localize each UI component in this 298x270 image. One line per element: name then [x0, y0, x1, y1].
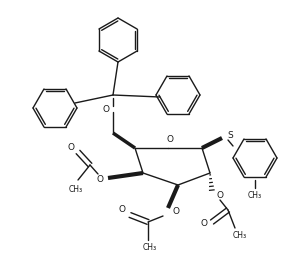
- Text: O: O: [217, 191, 224, 201]
- Text: S: S: [227, 130, 233, 140]
- Text: O: O: [201, 220, 207, 228]
- Text: CH₃: CH₃: [143, 244, 157, 252]
- Text: O: O: [103, 106, 109, 114]
- Text: CH₃: CH₃: [69, 184, 83, 194]
- Text: O: O: [167, 136, 173, 144]
- Text: O: O: [97, 176, 103, 184]
- Text: CH₃: CH₃: [248, 191, 262, 201]
- Text: O: O: [173, 208, 179, 217]
- Text: CH₃: CH₃: [233, 231, 247, 241]
- Text: O: O: [119, 205, 125, 214]
- Text: O: O: [68, 143, 74, 151]
